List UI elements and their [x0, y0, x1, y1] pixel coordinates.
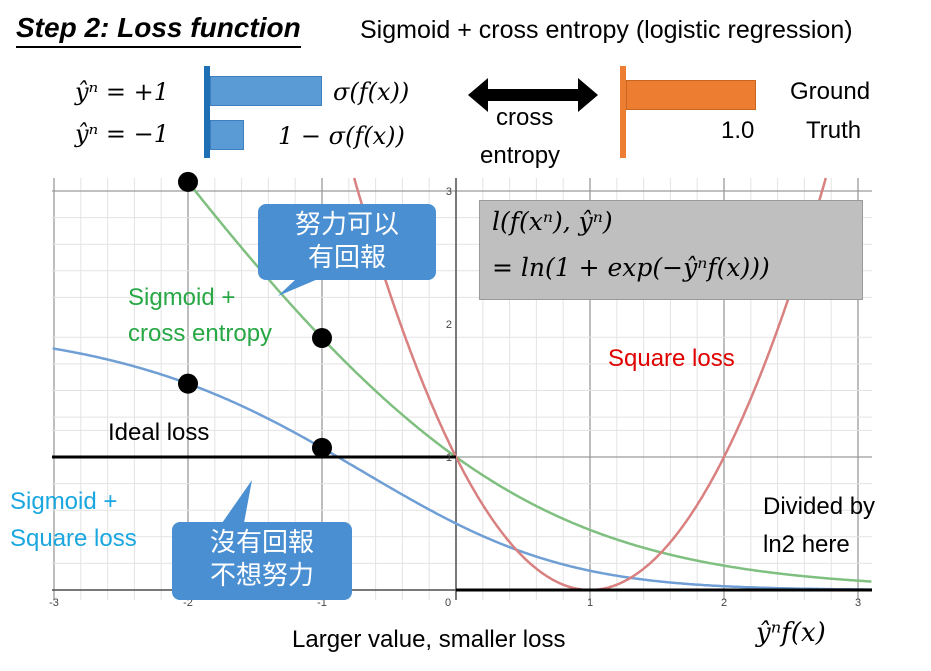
chart-ticks: -3 -2 -1 0 1 2 3 1 2 3 [49, 186, 861, 609]
bar-ground-truth [626, 80, 756, 110]
arrow-label-cross: cross [496, 104, 554, 131]
ground-truth-label-2: Truth [806, 117, 862, 144]
callout-top-line-1: 努力可以 [294, 210, 399, 240]
ground-truth-label-1: Ground [790, 78, 871, 105]
prob-axis-orange [620, 66, 626, 158]
bar-one-minus-sigma [210, 120, 244, 150]
marked-point [312, 437, 332, 458]
note-larger-value: Larger value, smaller loss [292, 626, 566, 653]
y-tick-label: 1 [446, 452, 452, 464]
callout-bottom-line-1: 沒有回報 [209, 528, 314, 558]
x-tick-label: -2 [183, 597, 193, 609]
x-tick-label: -1 [317, 597, 327, 609]
prob-axis-blue [204, 66, 210, 158]
x-tick-label: 2 [721, 597, 727, 609]
y-tick-label: 2 [446, 319, 452, 331]
marked-point [312, 328, 332, 349]
callout-no-reward: 沒有回報 不想努力 [172, 522, 352, 600]
label-negative: ŷⁿ = −1 [75, 120, 170, 148]
loss-formula-box: l(f(xⁿ), ŷⁿ) = ln(1 + exp(−ŷⁿf(x))) [479, 200, 863, 300]
one-minus-sigma-expression: 1 − σ(f(x)) [278, 122, 405, 150]
formula-line-1: l(f(xⁿ), ŷⁿ) [492, 207, 613, 236]
formula-line-2: = ln(1 + exp(−ŷⁿf(x))) [492, 253, 770, 282]
marked-point [178, 171, 198, 192]
label-ce-line-2: cross entropy [128, 320, 273, 347]
slide-title: Step 2: Loss function [16, 10, 301, 48]
callout-top-line-2: 有回報 [307, 243, 386, 273]
note-divided-2: ln2 here [763, 531, 850, 558]
sigma-expression: σ(f(x)) [333, 78, 410, 106]
label-square-loss: Square loss [608, 345, 735, 372]
callout-bottom-line-2: 不想努力 [209, 561, 314, 591]
callout-effort-rewarded: 努力可以 有回報 [258, 204, 436, 280]
double-arrow-icon [468, 78, 598, 112]
bar-sigma [210, 76, 322, 106]
slide-subtitle: Sigmoid + cross entropy (logistic regres… [360, 16, 853, 44]
x-tick-label: 3 [855, 597, 861, 609]
note-divided-1: Divided by [763, 493, 876, 520]
label-sq-line-2: Square loss [10, 525, 137, 552]
y-tick-label: 3 [446, 186, 452, 198]
x-tick-label: 0 [445, 597, 451, 609]
x-tick-label: -3 [49, 597, 59, 609]
chart-points [178, 171, 332, 458]
label-positive: ŷⁿ = +1 [75, 78, 170, 106]
marked-point [178, 373, 198, 394]
x-tick-label: 1 [587, 597, 593, 609]
arrow-label-entropy: entropy [480, 142, 561, 169]
label-ideal-loss: Ideal loss [108, 419, 210, 446]
ground-truth-value: 1.0 [721, 117, 755, 144]
x-axis-label: ŷⁿf(x) [756, 618, 826, 648]
label-sq-line-1: Sigmoid + [10, 488, 118, 515]
curve-0 [183, 176, 872, 583]
label-ce-line-1: Sigmoid + [128, 284, 236, 311]
